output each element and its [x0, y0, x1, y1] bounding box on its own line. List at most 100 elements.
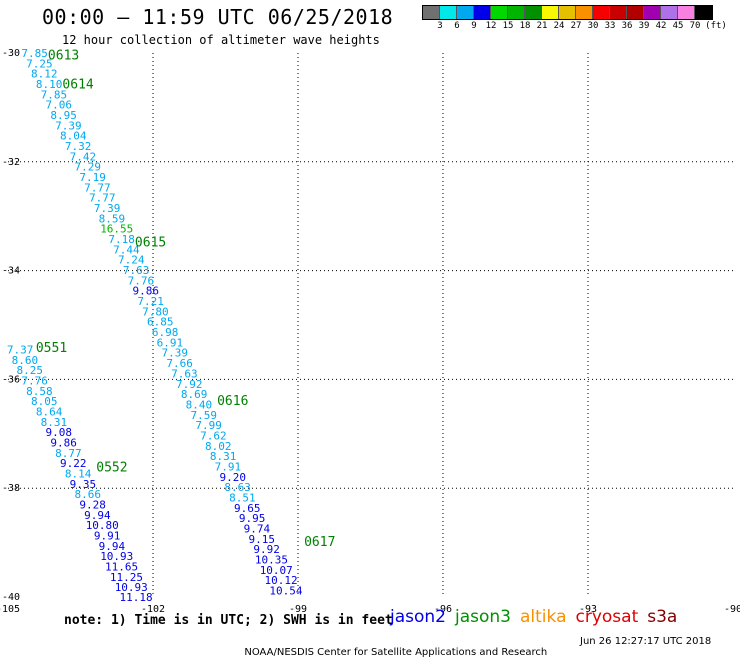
wave-height-value: 7.24 [118, 254, 145, 267]
wave-height-value: 9.91 [94, 530, 121, 543]
track: 7.378.608.257.768.588.058.648.319.089.86… [7, 341, 153, 604]
wave-height-value: 7.19 [79, 171, 106, 184]
x-tick-label: -99 [289, 604, 307, 615]
color-swatch [457, 6, 474, 19]
wave-height-value: 8.69 [181, 388, 208, 401]
y-tick-label: -40 [2, 592, 20, 603]
wave-height-value: 7.18 [108, 233, 135, 246]
wave-height-value: 8.95 [50, 109, 77, 122]
wave-height-value: 10.12 [265, 574, 298, 587]
wave-height-value: 8.77 [55, 447, 82, 460]
wave-height-value: 7.59 [191, 409, 218, 422]
wave-height-value: 8.51 [229, 491, 256, 504]
color-scale: 3 6 9 12 15 18 21 24 27 30 33 36 39 42 45 70 (ft) [422, 5, 727, 32]
wave-height-value: 7.37 [7, 343, 34, 356]
track: 16.557.187.447.247.637.769.867.217.806.8… [100, 223, 270, 536]
track-time-label: 0613 [48, 49, 79, 64]
track-time-label: 0614 [62, 78, 93, 93]
legend-entry-s3a: s3a [647, 607, 678, 627]
y-tick-label: -30 [2, 48, 20, 59]
wave-height-value: 7.76 [21, 374, 48, 387]
footer-timestamp: Jun 26 12:27:17 UTC 2018 [580, 636, 712, 647]
color-scale-tick-label: 18 [519, 21, 531, 31]
wave-height-value: 8.04 [60, 130, 87, 143]
wave-height-value: 10.54 [269, 584, 302, 597]
color-swatch [644, 6, 661, 19]
color-swatch [525, 6, 542, 19]
wave-height-value: 7.66 [166, 357, 193, 370]
color-swatch [593, 6, 610, 19]
color-scale-swatches [422, 5, 713, 20]
wave-height-value: 9.28 [79, 499, 106, 512]
wave-height-value: 9.86 [133, 285, 160, 298]
color-swatch [508, 6, 525, 19]
wave-height-value: 10.93 [100, 550, 133, 563]
wave-height-value: 8.66 [75, 488, 102, 501]
wave-height-value: 9.22 [60, 457, 87, 470]
x-tick-label: -90 [724, 604, 740, 615]
legend-entry-cryosat: cryosat [575, 607, 639, 627]
legend-entry-jason3: jason3 [455, 607, 511, 627]
x-tick-label: -102 [141, 604, 165, 615]
map-grid [8, 53, 733, 597]
wave-height-value: 7.44 [113, 243, 140, 256]
wave-height-value: 7.42 [70, 150, 97, 163]
color-scale-tick-label: 15 [502, 21, 514, 31]
color-swatch [491, 6, 508, 19]
color-swatch [542, 6, 559, 19]
wave-height-value: 7.76 [128, 274, 155, 287]
wave-height-value: 9.86 [50, 437, 77, 450]
color-swatch [678, 6, 695, 19]
wave-height-value: 11.18 [120, 591, 153, 604]
color-scale-ticks: 3 6 9 12 15 18 21 24 27 30 33 36 39 42 45 70 (ft) [422, 20, 727, 32]
color-scale-tick-label: 45 [672, 21, 684, 31]
color-scale-tick-label: 33 [604, 21, 616, 31]
color-scale-tick-label: 9 [471, 21, 477, 31]
wave-height-value: 7.63 [123, 264, 150, 277]
wave-height-value: 7.91 [215, 460, 242, 473]
satellite-tracks: 7.857.258.128.107.857.068.957.398.047.32… [7, 47, 336, 604]
color-scale-tick-label: 36 [621, 21, 633, 31]
x-tick-label: -96 [434, 604, 452, 615]
wave-height-value: 9.74 [244, 522, 271, 535]
page-subtitle: 12 hour collection of altimeter wave hei… [62, 33, 380, 47]
wave-height-value: 9.20 [220, 471, 247, 484]
axis-labels: -105 -102 -99 -96 -93 -90 -30 -32 -34 -36 -38 -40 [0, 48, 740, 615]
color-swatch [559, 6, 576, 19]
wave-height-value: 7.80 [142, 305, 169, 318]
footer: NOAA/NESDIS Center for Satellite Applica… [238, 636, 711, 669]
wave-height-value: 6.85 [147, 316, 174, 329]
x-tick-label: -105 [0, 604, 20, 615]
wave-height-value: 10.07 [260, 564, 293, 577]
wave-height-value: 7.62 [200, 429, 227, 442]
y-tick-label: -34 [2, 266, 20, 277]
color-swatch [423, 6, 440, 19]
wave-height-value: 7.21 [137, 295, 164, 308]
units-note: note: 1) Time is in UTC; 2) SWH is in fe… [64, 613, 393, 628]
wave-height-value: 7.85 [41, 88, 68, 101]
wave-height-value: 9.94 [84, 509, 111, 522]
color-swatch [627, 6, 644, 19]
wave-height-value: 8.12 [31, 68, 58, 81]
legend-entry-jason2: jason2 [390, 607, 446, 627]
track: 7.857.258.128.107.857.068.957.398.047.32… [21, 47, 125, 225]
wave-height-value: 9.95 [239, 512, 266, 525]
wave-height-value: 11.65 [105, 561, 138, 574]
color-scale-tick-label: 30 [587, 21, 599, 31]
wave-height-value: 9.92 [253, 543, 280, 556]
wave-height-value: 7.29 [75, 161, 102, 174]
wave-height-value: 8.64 [36, 405, 63, 418]
wave-height-value: 8.31 [41, 416, 68, 429]
wave-height-value: 10.80 [86, 519, 119, 532]
color-swatch [661, 6, 678, 19]
track-time-label: 0615 [135, 235, 166, 250]
footer-credit: NOAA/NESDIS Center for Satellite Applica… [244, 647, 548, 658]
wave-height-value: 9.15 [249, 533, 276, 546]
track-time-label: 0552 [96, 461, 127, 476]
wave-height-value: 8.40 [186, 398, 213, 411]
wave-height-value: 7.92 [176, 378, 203, 391]
color-scale-tick-label: 39 [638, 21, 650, 31]
color-swatch [440, 6, 457, 19]
x-tick-label: -93 [579, 604, 597, 615]
